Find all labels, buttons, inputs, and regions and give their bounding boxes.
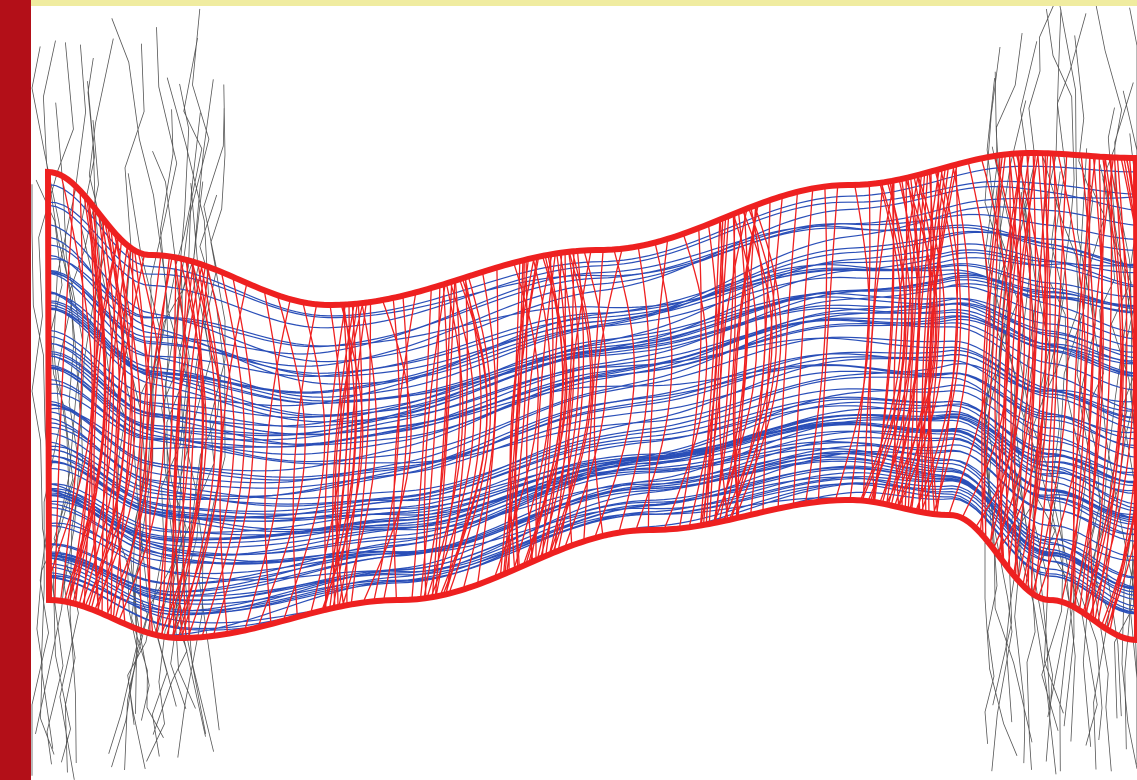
- page: (() => { const NS = 'http://www.w3.org/2…: [0, 0, 1137, 780]
- side-bar: [0, 0, 31, 780]
- top-strip: [0, 0, 1137, 6]
- surface-render: [0, 0, 1137, 780]
